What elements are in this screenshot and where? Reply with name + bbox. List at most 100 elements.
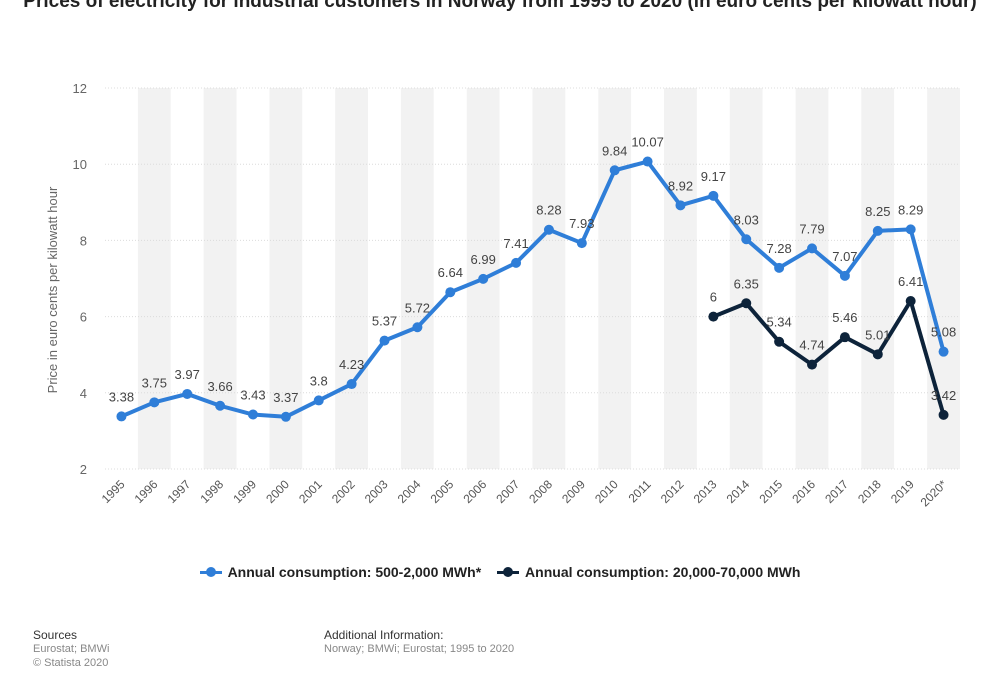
data-point[interactable] [182,388,193,399]
sources-heading: Sources [33,628,78,642]
data-point[interactable] [149,397,160,408]
data-label: 8.29 [898,202,923,217]
data-point[interactable] [872,225,883,236]
data-point[interactable] [543,224,554,235]
data-point[interactable] [905,295,916,306]
data-label: 7.28 [766,241,791,256]
data-point[interactable] [412,322,423,333]
data-label: 3.43 [240,388,265,403]
data-point[interactable] [116,411,127,422]
plot-band [631,88,665,469]
data-point[interactable] [675,200,686,211]
plot-band [565,88,599,469]
data-label: 4.74 [799,338,824,353]
legend-label: Annual consumption: 500-2,000 MWh* [227,564,482,580]
plot-band [236,88,270,469]
data-point[interactable] [215,400,226,411]
plot-band [105,88,138,469]
plot-band [170,88,204,469]
x-tick-label: 2016 [789,477,818,506]
data-point[interactable] [839,332,850,343]
plot-band [696,88,730,469]
x-tick-label: 2011 [626,477,654,505]
data-point[interactable] [774,336,785,347]
x-tick-label: 2013 [691,477,720,506]
data-point[interactable] [247,409,258,420]
data-point[interactable] [379,335,390,346]
plot-band [894,88,928,469]
data-label: 8.25 [865,204,890,219]
plot-band [762,88,796,469]
data-label: 3.42 [931,388,956,403]
data-label: 3.8 [310,373,328,388]
data-label: 9.84 [602,143,627,158]
data-point[interactable] [839,270,850,281]
data-point[interactable] [609,165,620,176]
y-tick-label: 6 [80,310,87,325]
additional-info-block: Additional Information: Norway; BMWi; Eu… [324,628,514,656]
data-point[interactable] [938,346,949,357]
data-label: 8.92 [668,178,693,193]
data-point[interactable] [708,311,719,322]
data-point[interactable] [872,349,883,360]
data-label: 3.97 [175,367,200,382]
x-tick-label: 2000 [263,477,292,506]
x-tick-label: 2005 [428,477,457,506]
data-label: 3.37 [273,390,298,405]
plot-band [861,88,895,469]
chart-title: Prices of electricity for industrial cus… [23,0,977,12]
legend-item-series-2[interactable]: Annual consumption: 20,000-70,000 MWh [497,564,800,580]
data-point[interactable] [938,409,949,420]
data-point[interactable] [280,411,291,422]
data-label: 9.17 [701,169,726,184]
data-point[interactable] [445,287,456,298]
x-tick-label: 2009 [559,477,588,506]
x-tick-label: 1999 [230,477,259,506]
data-point[interactable] [708,190,719,201]
plot-band [368,88,401,469]
plot-band [664,88,697,469]
data-label: 5.01 [865,327,890,342]
data-point[interactable] [774,262,785,273]
legend-label: Annual consumption: 20,000-70,000 MWh [525,564,801,580]
plot-band [400,88,434,469]
data-point[interactable] [807,243,818,254]
sources-line: Eurostat; BMWi [33,643,110,655]
data-point[interactable] [313,395,324,406]
x-tick-label: 2008 [526,477,555,506]
data-point[interactable] [511,257,522,268]
data-point[interactable] [741,234,752,245]
data-point[interactable] [346,379,357,390]
x-tick-label: 1998 [197,477,226,506]
x-tick-label: 1996 [132,477,161,506]
plot-band [795,88,829,469]
x-tick-label: 2020* [918,477,950,509]
data-point[interactable] [807,359,818,370]
data-label: 7.07 [832,249,857,264]
data-point[interactable] [741,298,752,309]
plot-band [598,88,632,469]
y-axis-label: Price in euro cents per kilowatt hour [45,186,60,393]
plot-band [927,88,960,469]
plot-band [269,88,303,469]
data-label: 6.35 [734,276,759,291]
data-point[interactable] [905,224,916,235]
x-tick-label: 2018 [855,477,884,506]
legend-item-series-1[interactable]: Annual consumption: 500-2,000 MWh* [199,564,482,580]
data-label: 6.41 [898,274,923,289]
plot-band [532,88,566,469]
data-point[interactable] [576,238,587,249]
x-tick-label: 2003 [362,477,391,506]
data-point[interactable] [478,273,489,284]
data-label: 5.08 [931,325,956,340]
x-tick-label: 2001 [296,477,325,506]
data-label: 5.72 [405,300,430,315]
plot-band [203,88,237,469]
data-point[interactable] [642,156,653,167]
data-label: 7.93 [569,216,594,231]
data-label: 7.79 [799,221,824,236]
x-tick-label: 2007 [493,477,522,506]
data-label: 5.34 [766,315,791,330]
series-line-1 [119,159,946,419]
